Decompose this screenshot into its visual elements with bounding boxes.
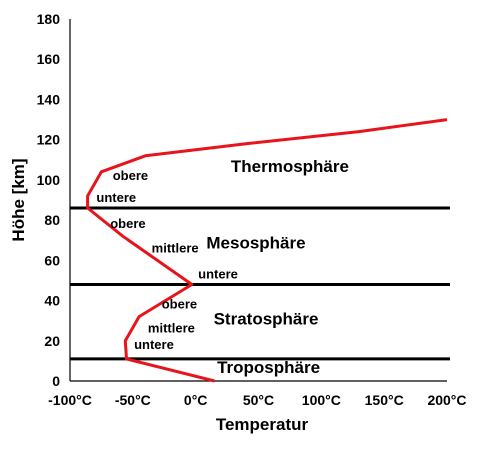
y-tick-label: 120	[37, 132, 61, 148]
y-tick-label: 40	[44, 293, 60, 309]
temperature-profile-line	[86, 118, 448, 383]
sublayer-label: mittlere	[148, 321, 195, 336]
sublayer-label: untere	[198, 266, 238, 281]
axes	[69, 19, 447, 382]
y-axis-title: Höhe [km]	[9, 158, 28, 241]
x-tick-label: 150°C	[365, 392, 404, 408]
x-axis-title: Temperatur	[216, 415, 309, 434]
y-tick-label: 160	[37, 51, 61, 67]
sublayer-label: mittlere	[152, 240, 199, 255]
sublayer-label: obere	[162, 297, 197, 312]
layer-label: Thermosphäre	[231, 157, 349, 176]
sublayer-label: obere	[110, 216, 145, 231]
x-tick-label: 100°C	[302, 392, 341, 408]
y-tick-label: 60	[44, 252, 60, 268]
layer-label: Stratosphäre	[214, 310, 319, 329]
x-tick-label: 200°C	[427, 392, 466, 408]
x-tick-label: 50°C	[243, 392, 274, 408]
x-tick-label: -100°C	[48, 392, 92, 408]
tick-labels: 0 20 40 60 80 100 120 140 160 180 -100°C -50°C 0°C 50…	[37, 11, 467, 408]
layer-boundaries	[70, 206, 450, 361]
annotations: Thermosphäre Mesosphäre Stratosphäre Tropos…	[96, 157, 349, 377]
y-tick-label: 180	[37, 11, 61, 27]
y-tick-label: 80	[44, 212, 60, 228]
y-tick-label: 0	[52, 373, 60, 389]
y-tick-label: 100	[37, 172, 61, 188]
y-tick-label: 140	[37, 91, 61, 107]
layer-label: Mesosphäre	[206, 233, 305, 252]
x-tick-label: 0°C	[184, 392, 208, 408]
series-lines	[86, 118, 448, 383]
sublayer-label: untere	[96, 190, 136, 205]
layer-label: Troposphäre	[217, 358, 320, 377]
x-tick-label: -50°C	[115, 392, 151, 408]
sublayer-label: obere	[113, 168, 148, 183]
sublayer-label: untere	[134, 337, 174, 352]
y-tick-label: 20	[44, 333, 60, 349]
